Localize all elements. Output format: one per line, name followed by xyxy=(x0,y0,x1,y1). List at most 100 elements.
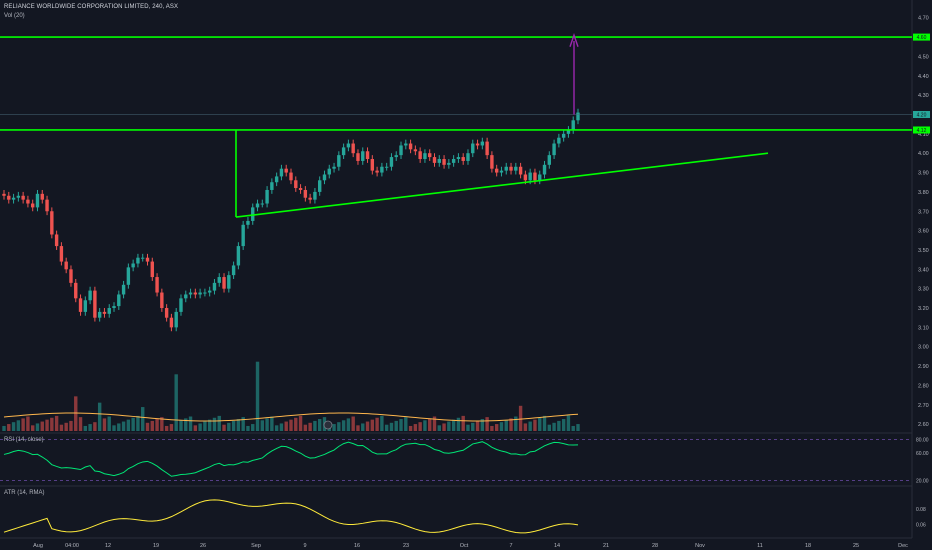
volume-bar xyxy=(294,417,298,431)
rsi-indicator-label[interactable]: RSI (14, close) xyxy=(4,437,44,443)
y-tick-label: 4.30 xyxy=(918,93,929,99)
candle-body xyxy=(370,159,375,171)
x-tick-label: 9 xyxy=(303,543,306,549)
y-tick-label: 3.10 xyxy=(918,325,929,331)
candle-body xyxy=(93,290,97,318)
volume-bar xyxy=(413,424,418,431)
y-tick-label: 4.00 xyxy=(918,151,929,157)
volume-bar xyxy=(203,421,207,431)
candle-body xyxy=(102,311,107,314)
y-tick-label: 3.00 xyxy=(918,345,929,351)
volume-bar xyxy=(64,422,68,431)
candle-body xyxy=(485,141,489,156)
candle-body xyxy=(145,257,150,262)
volume-bar xyxy=(289,419,293,431)
volume-bar xyxy=(274,425,279,431)
candle-body xyxy=(523,174,528,181)
atr-tick-label: 0.08 xyxy=(916,507,926,513)
volume-bar xyxy=(423,420,427,431)
candle-body xyxy=(169,317,174,328)
volume-bar xyxy=(227,422,231,431)
x-tick-label: Oct xyxy=(460,543,469,549)
volume-bar xyxy=(207,419,212,431)
volume-bar xyxy=(346,418,351,431)
candle-body xyxy=(246,220,250,225)
volume-bar xyxy=(83,425,88,431)
rsi-tick-label: 60.00 xyxy=(916,451,929,457)
volume-bar xyxy=(260,420,264,431)
volume-bar xyxy=(461,415,465,431)
candle-body xyxy=(69,269,73,283)
volume-ma-line xyxy=(3,412,579,422)
y-tick-label: 3.30 xyxy=(918,287,929,293)
candle-body xyxy=(384,166,389,168)
candle-body xyxy=(83,300,88,312)
volume-bar xyxy=(69,420,73,431)
volume-bar xyxy=(21,418,25,431)
candle-body xyxy=(97,311,102,318)
candle-body xyxy=(327,168,331,175)
candle-body xyxy=(418,151,422,160)
candle-body xyxy=(164,308,169,318)
volume-bar xyxy=(121,421,126,431)
volume-bar xyxy=(485,417,489,431)
volume-bar xyxy=(566,415,571,431)
volume-bar xyxy=(265,418,269,431)
candle-body xyxy=(447,162,451,165)
volume-bar xyxy=(456,417,461,431)
candle-body xyxy=(442,159,446,165)
candle-body xyxy=(356,153,360,161)
x-tick-label: 14 xyxy=(554,543,560,549)
volume-bar xyxy=(447,421,451,431)
volume-bar xyxy=(217,415,221,431)
y-tick-label: 3.60 xyxy=(918,229,929,235)
atr-indicator-label[interactable]: ATR (14, RMA) xyxy=(4,490,45,496)
x-tick-label: 16 xyxy=(354,543,360,549)
candle-body xyxy=(480,141,485,146)
x-tick-label: 19 xyxy=(153,543,159,549)
price-badge xyxy=(913,33,930,41)
volume-bar xyxy=(284,421,288,431)
candle-body xyxy=(423,153,427,160)
rsi-tick-label: 80.00 xyxy=(916,437,929,443)
volume-bar xyxy=(318,419,322,431)
candle-body xyxy=(212,282,217,291)
candle-body xyxy=(50,211,54,235)
candle-body xyxy=(251,207,255,221)
volume-bar xyxy=(361,423,365,431)
volume-bar xyxy=(557,420,561,431)
candle-body xyxy=(561,133,566,138)
candle-body xyxy=(499,170,504,173)
volume-bar xyxy=(384,424,389,431)
volume-bar xyxy=(112,425,116,431)
candle-body xyxy=(303,189,308,198)
volume-bar xyxy=(518,405,523,431)
candle-body xyxy=(365,151,370,160)
rsi-line xyxy=(3,441,579,477)
volume-bar xyxy=(533,419,537,431)
volume-bar xyxy=(251,424,255,431)
candle-body xyxy=(576,112,580,121)
event-marker-icon xyxy=(323,420,333,430)
volume-bar xyxy=(270,416,274,431)
candle-body xyxy=(117,294,121,307)
candle-body xyxy=(432,157,437,163)
candle-body xyxy=(74,282,78,299)
candle-body xyxy=(341,147,346,156)
y-tick-label: 3.80 xyxy=(918,190,929,196)
y-tick-label: 2.90 xyxy=(918,364,929,370)
volume-indicator-label[interactable]: Vol (20) xyxy=(4,13,25,19)
candle-body xyxy=(112,306,116,309)
x-tick-label: 21 xyxy=(603,543,609,549)
candle-body xyxy=(107,308,111,314)
volume-bar xyxy=(169,424,174,431)
volume-bar xyxy=(11,422,16,431)
volume-bar xyxy=(408,425,413,431)
candle-body xyxy=(490,155,494,169)
candle-body xyxy=(174,311,178,328)
volume-bar xyxy=(93,422,97,431)
volume-bar xyxy=(246,425,250,431)
volume-bar xyxy=(351,416,355,431)
candle-body xyxy=(21,195,25,200)
